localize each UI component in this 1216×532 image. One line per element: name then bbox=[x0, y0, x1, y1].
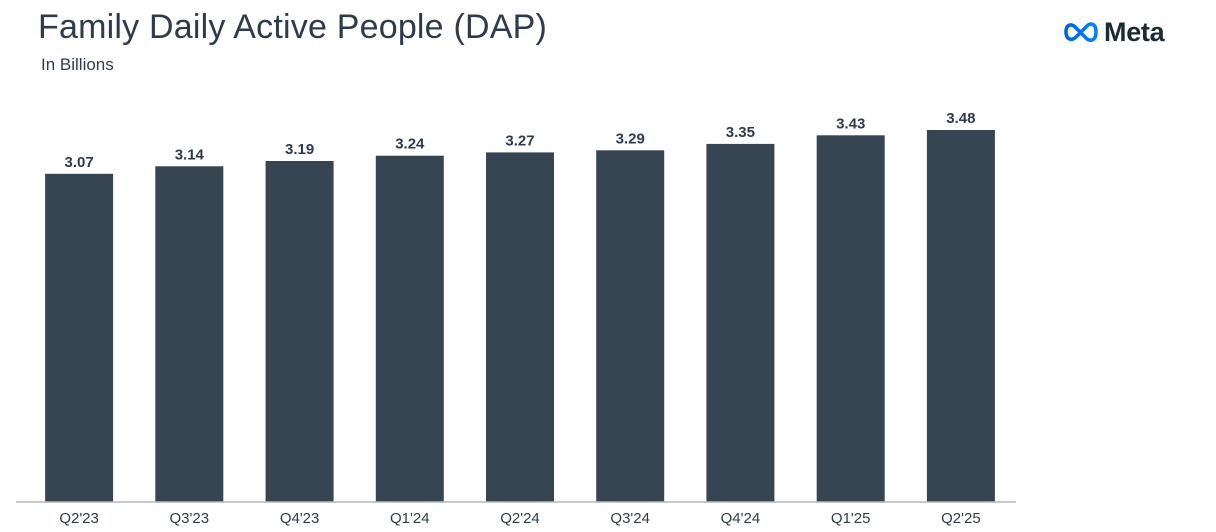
data-label: 3.35 bbox=[726, 124, 755, 141]
x-tick-label: Q2'25 bbox=[941, 510, 981, 527]
meta-logo-text: Meta bbox=[1104, 16, 1165, 47]
page-title: Family Daily Active People (DAP) bbox=[38, 8, 547, 46]
x-tick-label: Q3'24 bbox=[610, 510, 650, 527]
bar-Q2'25 bbox=[926, 130, 995, 502]
x-tick-label: Q2'23 bbox=[59, 510, 99, 527]
data-label: 3.14 bbox=[175, 146, 205, 163]
data-label: 3.07 bbox=[64, 154, 93, 171]
data-label: 3.48 bbox=[946, 110, 975, 127]
bar-Q1'25 bbox=[816, 135, 885, 503]
data-label: 3.29 bbox=[616, 130, 645, 147]
bar-Q2'23 bbox=[45, 173, 114, 503]
page-subtitle: In Billions bbox=[41, 55, 114, 74]
data-label: 3.24 bbox=[395, 136, 425, 153]
bar-Q3'23 bbox=[155, 166, 224, 503]
x-tick-label: Q4'23 bbox=[280, 510, 320, 527]
bar-Q3'24 bbox=[596, 150, 665, 503]
x-tick-label: Q3'23 bbox=[170, 510, 210, 527]
data-label: 3.27 bbox=[505, 132, 534, 149]
data-label: 3.43 bbox=[836, 115, 865, 132]
bar-Q4'24 bbox=[706, 143, 775, 502]
x-tick-label: Q1'25 bbox=[831, 510, 871, 527]
x-tick-label: Q4'24 bbox=[721, 510, 761, 527]
bar-Q1'24 bbox=[375, 155, 444, 502]
meta-infinity-icon bbox=[1064, 22, 1098, 43]
bar-Q2'24 bbox=[486, 152, 554, 502]
x-tick-label: Q2'24 bbox=[500, 510, 540, 527]
x-tick-label: Q1'24 bbox=[390, 510, 430, 527]
meta-logo: Meta bbox=[1062, 16, 1165, 48]
data-label: 3.19 bbox=[285, 141, 314, 158]
bar-Q4'23 bbox=[265, 161, 334, 502]
